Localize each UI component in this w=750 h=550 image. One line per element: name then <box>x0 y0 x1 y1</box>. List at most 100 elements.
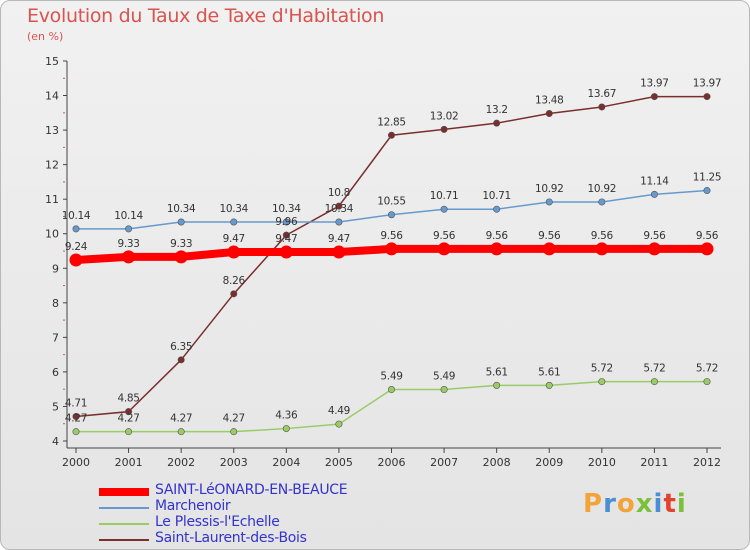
y-tick-label: 14 <box>45 90 59 103</box>
data-label-3: 13.02 <box>430 110 459 122</box>
chart-title: Evolution du Taux de Taxe d'Habitation <box>27 5 385 27</box>
data-label-3: 13.48 <box>535 95 564 107</box>
brand-letter: o <box>616 489 636 519</box>
data-point-0 <box>595 242 609 256</box>
data-point-1 <box>598 198 606 206</box>
data-label-3: 13.97 <box>640 78 669 90</box>
data-point-1 <box>440 205 448 213</box>
x-tick-label: 2009 <box>535 456 563 469</box>
data-point-1 <box>545 198 553 206</box>
data-point-0 <box>332 245 346 259</box>
data-point-3 <box>545 110 553 118</box>
data-label-1: 10.71 <box>430 190 459 202</box>
x-tick-label: 2005 <box>325 456 353 469</box>
data-point-3 <box>650 93 658 101</box>
data-label-0: 9.47 <box>275 233 297 245</box>
data-point-2 <box>440 386 448 394</box>
y-tick-label: 12 <box>45 159 59 172</box>
data-label-1: 10.55 <box>377 196 406 208</box>
data-label-2: 4.27 <box>65 413 87 425</box>
brand-letter: i <box>676 489 687 519</box>
data-label-3: 6.35 <box>170 341 192 353</box>
x-tick-label: 2006 <box>378 456 406 469</box>
data-point-0 <box>700 242 714 256</box>
data-point-2 <box>282 425 290 433</box>
data-label-0: 9.33 <box>170 238 192 250</box>
y-tick-label: 9 <box>52 262 59 275</box>
data-label-2: 4.27 <box>117 413 139 425</box>
legend-item-marchenoir: Marchenoir <box>99 498 399 515</box>
chart-subtitle: (en %) <box>27 30 64 43</box>
data-label-3: 8.26 <box>223 275 246 287</box>
data-point-0 <box>174 250 188 264</box>
data-point-1 <box>282 218 290 226</box>
data-point-3 <box>440 125 448 133</box>
brand-letter: t <box>663 489 677 519</box>
data-label-1: 10.34 <box>167 203 196 215</box>
brand-letter: P <box>583 489 604 519</box>
data-point-0 <box>279 245 293 259</box>
data-point-3 <box>493 119 501 127</box>
data-label-1: 11.14 <box>640 175 669 187</box>
data-label-0: 9.56 <box>486 230 509 242</box>
data-label-2: 5.61 <box>538 366 560 378</box>
data-label-2: 5.49 <box>433 371 455 383</box>
data-point-0 <box>490 242 504 256</box>
brand-logo: Proxiti <box>583 489 687 519</box>
x-tick-label: 2007 <box>430 456 458 469</box>
legend-swatch-marchenoir <box>99 507 149 509</box>
data-label-2: 5.72 <box>643 363 665 375</box>
data-point-0 <box>647 242 661 256</box>
data-point-2 <box>545 381 553 389</box>
data-point-0 <box>69 253 83 267</box>
data-label-3: 13.2 <box>486 104 508 116</box>
legend-swatch-le-plessis <box>99 523 149 525</box>
y-tick-label: 7 <box>52 331 59 344</box>
data-label-1: 10.14 <box>114 210 143 222</box>
data-point-0 <box>122 250 136 264</box>
y-tick-label: 8 <box>52 297 59 310</box>
data-label-2: 5.72 <box>696 363 718 375</box>
data-point-3 <box>282 231 290 239</box>
legend-label-saint-leonard: SAINT-LéONARD-EN-BEAUCE <box>155 482 348 498</box>
data-point-0 <box>385 242 398 256</box>
data-label-3: 4.85 <box>117 393 139 405</box>
data-point-1 <box>493 205 501 213</box>
data-point-2 <box>230 428 238 436</box>
data-label-0: 9.56 <box>591 230 614 242</box>
data-label-2: 4.27 <box>170 413 192 425</box>
legend-item-saint-laurent: Saint-Laurent-des-Bois <box>99 530 399 547</box>
data-label-1: 10.34 <box>272 203 301 215</box>
data-label-2: 4.49 <box>328 405 350 417</box>
y-tick-label: 15 <box>45 55 59 68</box>
data-point-2 <box>72 428 80 436</box>
data-label-0: 9.47 <box>328 233 350 245</box>
data-point-3 <box>72 412 80 420</box>
y-tick-label: 5 <box>52 400 59 413</box>
data-label-0: 9.56 <box>433 230 456 242</box>
data-point-0 <box>227 245 241 259</box>
data-label-1: 11.25 <box>693 172 722 184</box>
x-tick-label: 2011 <box>640 456 668 469</box>
data-label-0: 9.47 <box>223 233 245 245</box>
x-tick-label: 2001 <box>115 456 143 469</box>
legend-swatch-saint-laurent <box>99 539 149 541</box>
data-point-1 <box>335 218 343 226</box>
data-point-1 <box>177 218 185 226</box>
y-tick-label: 10 <box>45 228 59 241</box>
brand-letter: r <box>603 489 617 519</box>
data-point-0 <box>542 242 556 256</box>
x-tick-label: 2002 <box>167 456 195 469</box>
data-label-3: 4.71 <box>65 397 87 409</box>
data-point-3 <box>598 103 606 111</box>
data-label-1: 10.71 <box>482 190 511 202</box>
data-point-0 <box>437 242 451 256</box>
brand-letter: x <box>635 489 654 519</box>
legend-item-le-plessis: Le Plessis-l'Echelle <box>99 514 399 531</box>
data-label-1: 10.34 <box>325 203 354 215</box>
data-label-2: 4.36 <box>275 410 298 422</box>
data-point-2 <box>703 378 711 386</box>
data-point-1 <box>650 190 658 198</box>
y-tick-label: 13 <box>45 124 59 137</box>
